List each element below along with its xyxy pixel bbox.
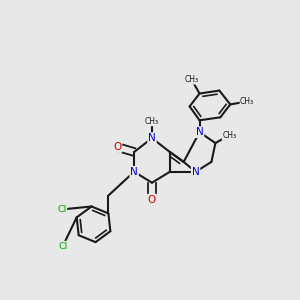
Text: CH₃: CH₃ <box>240 97 254 106</box>
Text: N: N <box>148 133 156 143</box>
Text: CH₃: CH₃ <box>184 75 199 84</box>
Text: CH₃: CH₃ <box>222 130 236 140</box>
Text: N: N <box>192 167 200 177</box>
Text: O: O <box>148 194 156 205</box>
Text: Cl: Cl <box>58 242 68 250</box>
Text: O: O <box>113 142 122 152</box>
Text: Cl: Cl <box>57 205 66 214</box>
Text: N: N <box>130 167 138 177</box>
Text: CH₃: CH₃ <box>145 117 159 126</box>
Text: N: N <box>196 127 203 137</box>
